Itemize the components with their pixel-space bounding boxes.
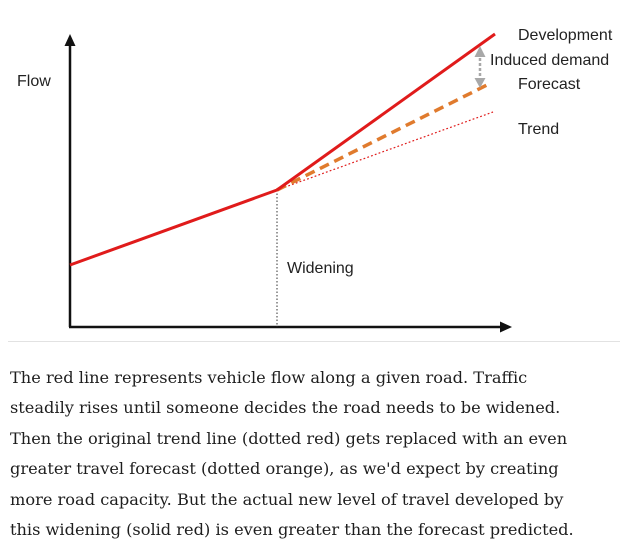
- induced-demand-arrow: [474, 46, 486, 88]
- widening-label: Widening: [287, 260, 354, 277]
- induced-demand-label: Induced demand: [490, 52, 609, 69]
- caption-line: steadily rises until someone decides the…: [10, 398, 561, 418]
- caption-line: greater travel forecast (dotted orange),…: [10, 459, 559, 479]
- induced-demand-diagram: Flow Widening Development Induced demand…: [17, 27, 613, 333]
- y-axis-arrowhead: [64, 34, 76, 46]
- caption-line: Then the original trend line (dotted red…: [10, 428, 568, 448]
- divider: [8, 341, 620, 342]
- caption-line: The red line represents vehicle flow alo…: [10, 368, 528, 387]
- caption: The red line represents vehicle flow alo…: [10, 363, 622, 545]
- development-line: [276, 32, 496, 192]
- forecast-label: Forecast: [518, 76, 581, 93]
- flow-line-before-widening: [69, 188, 278, 267]
- x-axis-arrowhead: [500, 321, 512, 333]
- development-label: Development: [518, 27, 613, 44]
- caption-line: more road capacity. But the actual new l…: [10, 489, 564, 509]
- forecast-line: [276, 82, 490, 192]
- y-axis-label: Flow: [17, 73, 51, 90]
- caption-line: this widening (solid red) is even greate…: [10, 520, 574, 540]
- trend-line: [276, 111, 494, 191]
- trend-label: Trend: [518, 121, 559, 138]
